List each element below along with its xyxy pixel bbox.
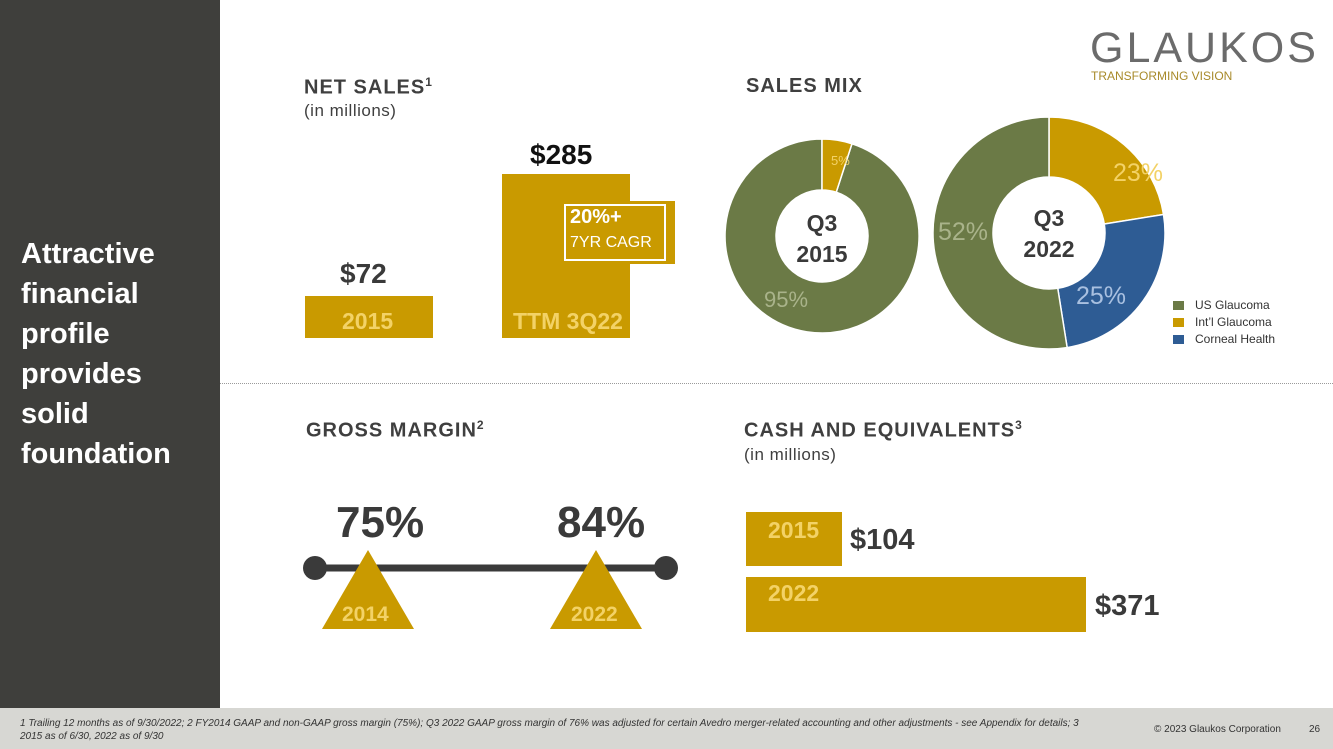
cash-title: CASH AND EQUIVALENTS [744, 419, 1016, 442]
donut-2022-slice-intl-glaucoma [1048, 116, 1165, 225]
gross-margin-value-2022: 84% [557, 498, 646, 547]
cash-value-2022: $371 [1095, 590, 1160, 622]
cagr-frame [564, 204, 666, 261]
cash-bar-label-2015: 2015 [768, 517, 820, 543]
gross-margin-title: GROSS MARGIN [306, 419, 477, 442]
marker-triangle-2014 [322, 550, 414, 629]
section-divider [220, 383, 1333, 384]
net-sales-value-2015: $72 [340, 258, 387, 289]
scale-endpoint-left [303, 556, 327, 580]
donut-2022-slice-us-glaucoma [932, 116, 1069, 350]
net-sales-unit: (in millions) [304, 101, 397, 120]
donut-2022-center: Q3 2022 [1009, 203, 1089, 265]
marker-triangle-2022 [550, 550, 642, 629]
donut-2015-line2: 2015 [796, 241, 848, 267]
legend-label: Int’l Glaucoma [1195, 315, 1272, 329]
cash-heading: CASH AND EQUIVALENTS3 [744, 418, 1023, 443]
gross-margin-sup: 2 [476, 418, 485, 432]
donut-2022-line2: 2022 [1023, 236, 1075, 262]
sidebar: Attractive financial profile provides so… [0, 0, 220, 708]
donut-2022-slice-corneal-health [1056, 213, 1166, 349]
cash-value-2015: $104 [850, 524, 915, 556]
copyright: © 2023 Glaukos Corporation [1154, 724, 1281, 735]
page-number: 26 [1309, 724, 1321, 735]
donut-2022-pct-corneal: 25% [1076, 282, 1127, 310]
donut-2015-line1: Q3 [806, 210, 838, 236]
net-sales-heading: NET SALES1 [304, 75, 433, 100]
cash-bar-2015 [746, 512, 842, 566]
scale-endpoint-right [654, 556, 678, 580]
legend-swatch-us-glaucoma [1173, 301, 1184, 310]
gross-margin-heading: GROSS MARGIN2 [306, 418, 485, 443]
donut-2015-pct-us: 95% [764, 287, 809, 312]
cash-bar-2022 [746, 577, 1086, 632]
net-sales-title: NET SALES [304, 76, 426, 99]
net-sales-value-ttm: $285 [530, 139, 593, 170]
donut-2022-pct-us: 52% [938, 218, 989, 246]
footnote: 1 Trailing 12 months as of 9/30/2022; 2 … [20, 718, 1079, 742]
net-sales-bar-label-2015: 2015 [342, 308, 394, 334]
cagr-label: 7YR CAGR [570, 234, 652, 251]
net-sales-bar-2015 [305, 296, 433, 338]
sidebar-title: Attractive financial profile provides so… [21, 238, 171, 470]
donut-2022-pct-intl: 23% [1113, 159, 1164, 187]
legend-label: Corneal Health [1195, 332, 1276, 346]
cash-sup: 3 [1015, 418, 1023, 432]
donut-2015-pct-intl: 5% [831, 153, 850, 168]
donut-2015-center: Q3 2015 [782, 208, 862, 270]
footer [0, 708, 1333, 749]
net-sales-sup: 1 [425, 75, 433, 89]
donut-2015-slice-intl-glaucoma [821, 138, 853, 194]
cash-bar-label-2022: 2022 [768, 580, 820, 606]
gross-margin-year-2014: 2014 [342, 603, 389, 626]
cash-unit: (in millions) [744, 445, 837, 464]
legend-swatch-intl-glaucoma [1173, 318, 1184, 327]
donut-2022-line1: Q3 [1033, 205, 1065, 231]
gross-margin-year-2022: 2022 [571, 603, 618, 626]
logo-tagline: TRANSFORMING VISION [1091, 69, 1233, 83]
sales-mix-heading: SALES MIX [746, 75, 863, 97]
donut-2015-slice-us-glaucoma [724, 138, 920, 334]
net-sales-bar-label-ttm: TTM 3Q22 [513, 308, 623, 334]
cagr-callout: 20%+ 7YR CAGR [561, 201, 675, 264]
cagr-value: 20%+ [570, 206, 622, 228]
logo-name: GLAUKOS [1090, 24, 1319, 72]
legend-swatch-corneal-health [1173, 335, 1184, 344]
gross-margin-value-2014: 75% [336, 498, 425, 547]
legend-label: US Glaucoma [1195, 298, 1270, 312]
gross-margin-scale [303, 550, 678, 629]
